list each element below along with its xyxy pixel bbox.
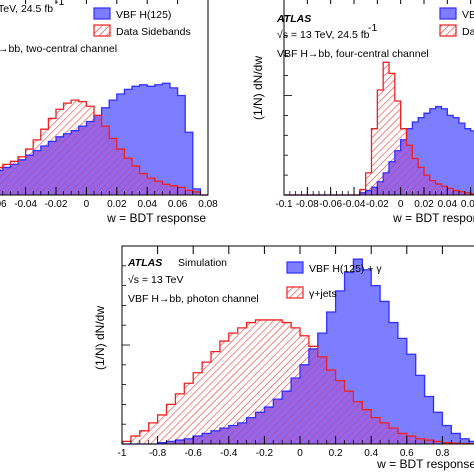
x-tick-label: 0.02: [414, 199, 434, 210]
x-tick-label: 0: [398, 199, 404, 210]
annotation-text: VBF H→bb, photon channel: [128, 293, 259, 305]
x-tick-label: -0.1: [275, 199, 293, 210]
x-tick-label: -0.06: [319, 199, 342, 210]
legend-swatch-background: [93, 24, 111, 37]
x-tick-label: 0.06: [168, 199, 188, 210]
y-axis-label: (1/N) dN/dw: [251, 56, 265, 120]
atlas-label: ATLAS: [276, 13, 311, 25]
x-tick-label: -0.02: [366, 199, 389, 210]
signal-line: [0, 82, 208, 196]
x-tick-label: 0.06: [461, 199, 474, 210]
annotation-text: VBF H→bb, four-central channel: [277, 48, 429, 60]
y-axis-label: (1/N) dN/dw: [93, 306, 107, 370]
atlas-label: ATLAS: [127, 257, 162, 269]
annotation-text: -1: [368, 22, 377, 34]
x-tick-label: 0.04: [438, 199, 458, 210]
x-tick-label: -0.06: [0, 199, 7, 210]
x-tick-label: 0.4: [364, 448, 378, 459]
legend-swatch-signal: [439, 7, 457, 20]
legend-label: γ+jets: [309, 288, 337, 300]
x-tick-label: 0: [297, 448, 303, 459]
panel-four-central: -0.1-0.08-0.06-0.04-0.0200.020.040.060.0…: [251, 0, 474, 225]
x-tick-label: 0.2: [329, 448, 343, 459]
x-tick-label: -0.08: [296, 199, 319, 210]
x-tick-label: -0.8: [149, 448, 167, 459]
legend-label: VBF H(125) + γ: [309, 263, 382, 275]
background-line: [0, 99, 208, 196]
legend-swatch-background: [439, 24, 457, 37]
x-tick-label: -0.4: [220, 448, 238, 459]
background-line: [121, 319, 474, 445]
legend-swatch-background: [286, 286, 304, 299]
x-tick-label: -0.2: [256, 448, 274, 459]
legend-swatch-signal: [286, 261, 304, 274]
overlap-fill: [0, 115, 208, 195]
overlap-fill: [122, 348, 474, 444]
annotation-text: →bb, two-central channel: [0, 43, 117, 55]
x-axis-label: w = BDT response: [106, 211, 206, 225]
x-tick-label: 0.04: [137, 199, 157, 210]
legend-label: VBF: [462, 9, 474, 21]
x-tick-label: -0.6: [185, 448, 203, 459]
panel-photon: -1-0.8-0.6-0.4-0.200.20.40.60.81w = BDT …: [93, 245, 474, 471]
overlap-fill: [284, 139, 474, 195]
x-tick-label: -1: [118, 448, 127, 459]
annotation-text: √s = 13 TeV, 24.5 fb: [277, 29, 370, 41]
legend-label: Data Sidebands: [116, 26, 191, 38]
x-tick-label: 0.08: [198, 199, 218, 210]
signal-fill: [122, 259, 474, 444]
signal-fill: [284, 106, 474, 195]
legend-swatch-signal: [93, 7, 111, 20]
x-tick-label: -0.04: [343, 199, 366, 210]
legend-label: Dat: [462, 26, 474, 38]
annotation-text: -1: [55, 0, 64, 8]
annotation-text: Simulation: [178, 257, 227, 269]
annotation-text: TeV, 24.5 fb: [0, 3, 53, 15]
x-tick-label: 0: [84, 199, 90, 210]
x-tick-label: 0.6: [400, 448, 414, 459]
x-axis-label: w = BDT response: [392, 211, 474, 225]
x-tick-label: 0.02: [107, 199, 127, 210]
x-tick-label: 0.8: [435, 448, 449, 459]
x-tick-label: -0.02: [45, 199, 68, 210]
legend-label: VBF H(125): [116, 9, 171, 21]
panel-two-central: -0.06 -0.04 -0.02 0 0.02 0.04 0.06 0.08w = BDT …: [0, 0, 218, 225]
x-axis-label: w = BDT response: [376, 457, 474, 471]
background-hatch: [284, 62, 474, 195]
x-tick-label: -0.04: [14, 199, 37, 210]
annotation-text: √s = 13 TeV: [128, 274, 183, 286]
